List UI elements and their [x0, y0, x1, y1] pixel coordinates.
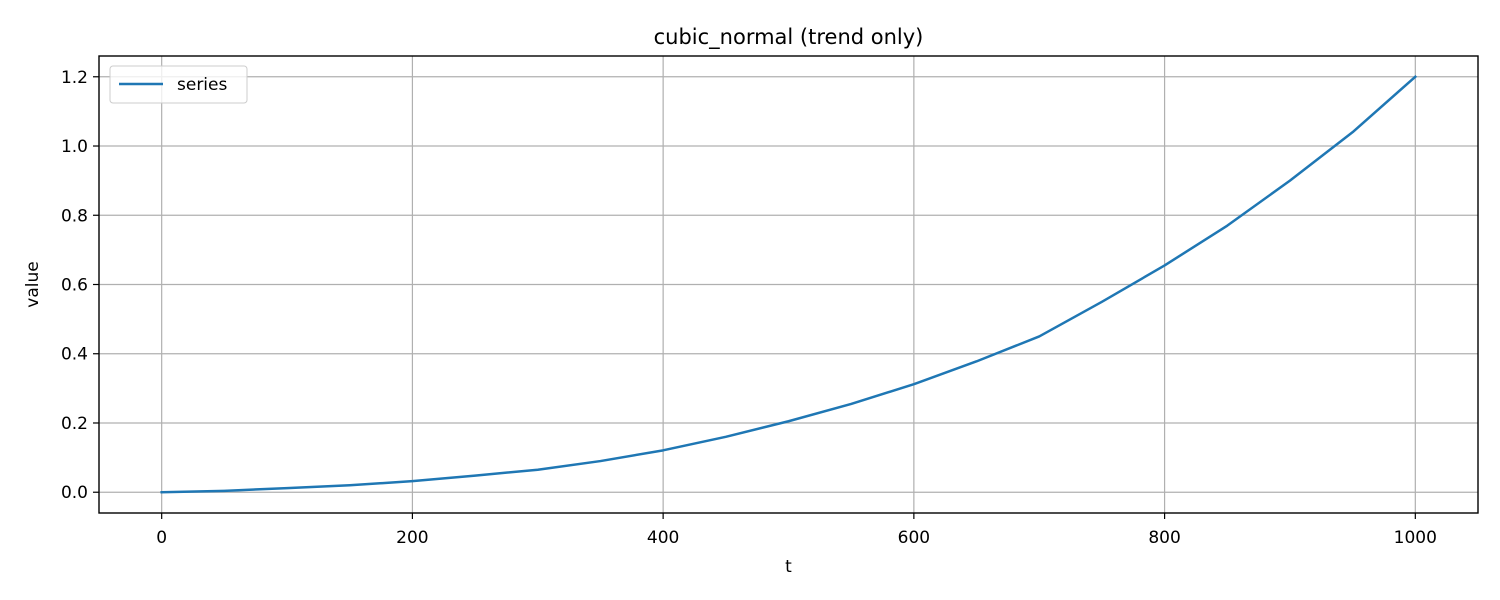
series-line: [160, 75, 1418, 494]
chart-title: cubic_normal (trend only): [654, 25, 924, 50]
y-tick-label: 0.2: [61, 414, 88, 434]
y-tick-label: 0.6: [61, 276, 88, 296]
y-tick-label: 1.0: [61, 137, 88, 157]
x-tick-label: 1000: [1394, 528, 1437, 548]
x-tick-label: 200: [396, 528, 428, 548]
y-axis-label: value: [23, 261, 43, 307]
series-layer: [160, 75, 1418, 494]
y-tick-label: 0.8: [61, 206, 88, 226]
legend: series: [109, 65, 248, 104]
y-tick-label: 0.0: [61, 483, 88, 503]
grid: [99, 56, 1478, 513]
x-tick-label: 600: [898, 528, 930, 548]
y-axis-ticks: 0.0 0.2 0.4 0.6 0.8 1.0 1.2: [61, 68, 99, 503]
y-tick-label: 1.2: [61, 68, 88, 88]
x-tick-label: 0: [156, 528, 167, 548]
legend-box: [109, 65, 248, 104]
x-axis-ticks: 0 200 400 600 800 1000: [156, 513, 1437, 548]
x-tick-label: 800: [1148, 528, 1180, 548]
x-axis-label: t: [785, 557, 792, 577]
legend-label: series: [177, 75, 227, 95]
y-tick-label: 0.4: [61, 345, 88, 365]
x-tick-label: 400: [647, 528, 679, 548]
